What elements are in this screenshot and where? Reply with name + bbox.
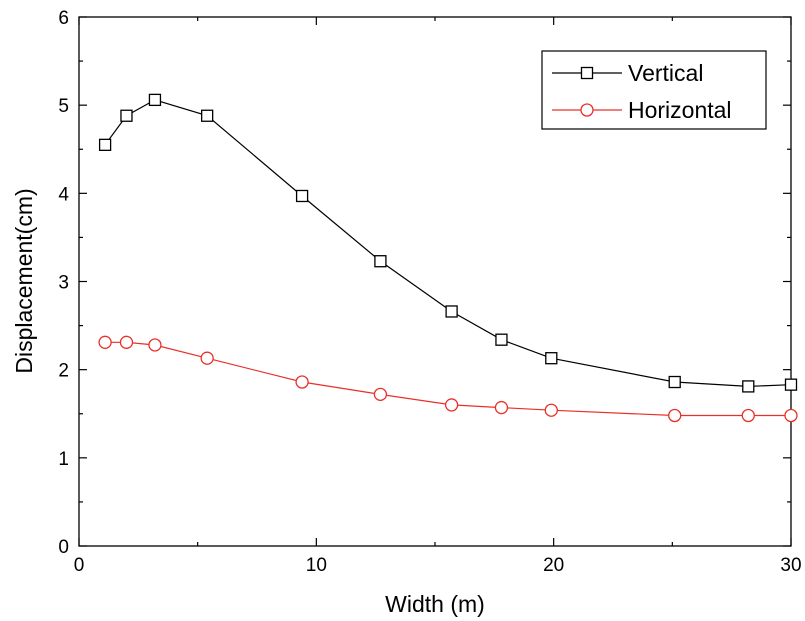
data-point-horizontal bbox=[494, 400, 509, 415]
data-point-horizontal bbox=[544, 403, 558, 417]
data-point-horizontal bbox=[668, 408, 682, 423]
x-tick-label: 30 bbox=[780, 555, 801, 576]
data-point-vertical bbox=[784, 378, 798, 391]
y-tick-label: 3 bbox=[58, 273, 69, 294]
legend-marker-vertical bbox=[580, 66, 594, 80]
data-point-vertical bbox=[295, 189, 309, 203]
series-horizontal bbox=[98, 335, 798, 423]
y-tick-label: 0 bbox=[58, 537, 69, 558]
data-point-vertical bbox=[98, 138, 112, 151]
x-axis-title: Width (m) bbox=[385, 591, 485, 617]
data-point-horizontal bbox=[373, 387, 388, 402]
data-point-horizontal bbox=[741, 408, 755, 423]
y-tick-label: 4 bbox=[58, 184, 69, 205]
data-point-vertical bbox=[742, 380, 755, 393]
legend-marker-horizontal bbox=[580, 103, 594, 117]
data-point-vertical bbox=[668, 375, 681, 389]
y-axis-title: Displacement(cm) bbox=[11, 188, 37, 373]
data-point-vertical bbox=[148, 93, 162, 107]
x-tick-label: 0 bbox=[74, 555, 85, 576]
y-tick-label: 1 bbox=[58, 449, 69, 470]
legend-item-vertical: Vertical bbox=[552, 60, 703, 86]
data-point-vertical bbox=[201, 109, 214, 122]
series-layer bbox=[98, 93, 798, 423]
data-point-vertical bbox=[445, 305, 458, 318]
y-tick-label: 2 bbox=[58, 361, 69, 382]
legend-label-vertical: Vertical bbox=[628, 60, 703, 86]
data-point-horizontal bbox=[98, 335, 112, 349]
data-point-horizontal bbox=[784, 408, 798, 423]
data-point-horizontal bbox=[119, 335, 134, 349]
legend-label-horizontal: Horizontal bbox=[628, 97, 732, 123]
y-tick-label: 5 bbox=[58, 96, 69, 117]
legend-box bbox=[541, 50, 767, 130]
data-point-horizontal bbox=[295, 375, 309, 389]
data-point-horizontal bbox=[200, 351, 214, 365]
axis-ticks bbox=[78, 16, 792, 547]
y-tick-label: 6 bbox=[58, 8, 69, 29]
x-tick-label: 20 bbox=[543, 555, 564, 576]
data-point-horizontal bbox=[444, 398, 459, 412]
data-point-vertical bbox=[120, 109, 133, 122]
legend-item-horizontal: Horizontal bbox=[552, 97, 732, 123]
tick-labels: 0 10 20 30 0 1 2 3 4 5 6 bbox=[58, 8, 801, 576]
data-point-vertical bbox=[545, 352, 558, 365]
legend: Vertical Horizontal bbox=[541, 50, 767, 130]
data-point-vertical bbox=[495, 333, 508, 346]
series-line-vertical bbox=[104, 99, 792, 388]
data-point-horizontal bbox=[148, 338, 162, 352]
series-vertical bbox=[98, 93, 798, 393]
data-point-vertical bbox=[374, 255, 387, 268]
x-tick-label: 10 bbox=[306, 555, 327, 576]
